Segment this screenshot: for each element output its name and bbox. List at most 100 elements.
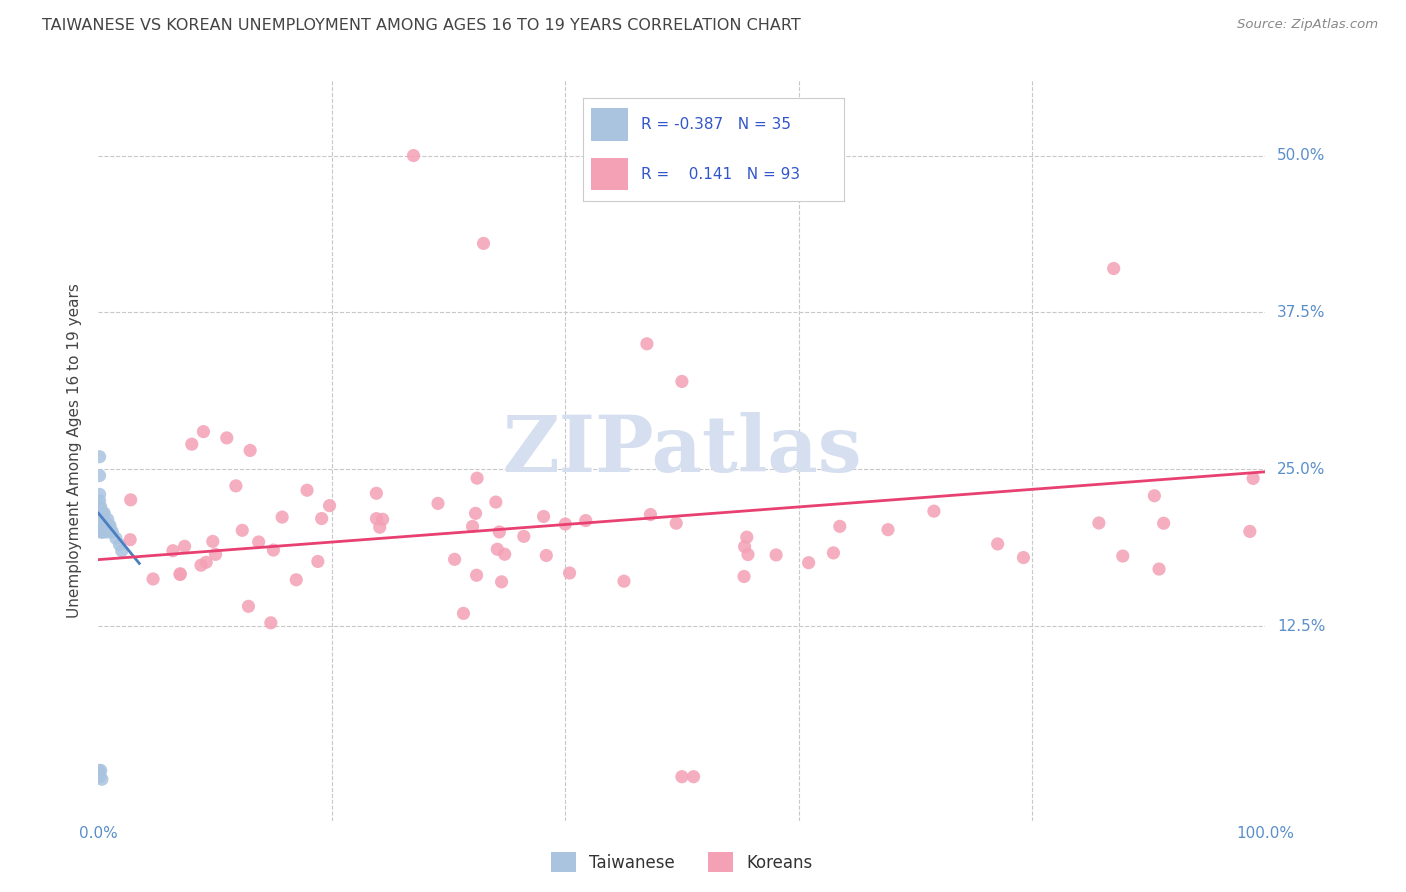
Point (465, 471, 488, 485)
Point (558, 566, 581, 580)
Point (94, 518, 117, 533)
Point (613, 574, 636, 589)
Point (97, 518, 120, 533)
Point (190, 558, 212, 573)
Point (1102, 261, 1125, 276)
Point (142, 572, 165, 586)
Point (1241, 471, 1264, 485)
Point (90, 524, 112, 539)
Point (491, 574, 513, 589)
Point (91, 524, 114, 539)
FancyBboxPatch shape (592, 109, 627, 141)
Point (465, 568, 488, 582)
Point (100, 524, 122, 539)
Point (90, 506, 112, 520)
Point (464, 506, 486, 520)
Point (765, 548, 787, 562)
Point (169, 567, 191, 582)
Point (91, 518, 114, 533)
Point (180, 437, 202, 451)
Point (108, 538, 131, 552)
Point (162, 543, 184, 558)
Text: ZIPatlas: ZIPatlas (502, 412, 862, 489)
Point (120, 533, 142, 547)
Point (486, 542, 509, 557)
Point (1112, 549, 1135, 563)
Point (120, 492, 142, 507)
Point (193, 425, 215, 439)
Point (262, 543, 284, 558)
Point (285, 573, 308, 587)
Point (239, 443, 262, 458)
Point (307, 554, 329, 568)
Point (90, 500, 112, 514)
Point (295, 483, 318, 498)
Point (89, 468, 111, 483)
Point (90, 506, 112, 520)
Point (231, 524, 253, 538)
Point (204, 547, 226, 561)
Point (89, 770, 111, 784)
Point (87, 770, 110, 784)
Point (575, 514, 598, 528)
Point (823, 546, 845, 560)
Point (494, 547, 516, 561)
Point (225, 479, 247, 493)
Text: R =    0.141   N = 93: R = 0.141 N = 93 (641, 167, 800, 182)
Point (101, 524, 124, 539)
Point (215, 431, 238, 445)
Point (443, 552, 465, 566)
Text: R = -0.387   N = 35: R = -0.387 N = 35 (641, 117, 790, 132)
Point (533, 509, 555, 524)
Point (247, 535, 270, 549)
Point (111, 544, 134, 558)
Point (93, 518, 115, 533)
Point (195, 555, 218, 569)
Point (260, 615, 283, 630)
Point (1239, 524, 1261, 539)
Point (271, 510, 294, 524)
Point (922, 504, 945, 518)
Point (90, 518, 112, 533)
Point (640, 508, 662, 522)
Point (89, 493, 111, 508)
Point (201, 534, 224, 549)
Point (90, 772, 112, 787)
Point (89, 518, 111, 533)
Point (311, 511, 333, 525)
Point (93, 506, 115, 520)
Point (89, 500, 111, 514)
Point (366, 486, 388, 500)
Point (671, 770, 693, 784)
Point (90, 512, 112, 526)
Point (734, 540, 756, 554)
Point (1153, 516, 1175, 531)
FancyBboxPatch shape (592, 158, 627, 190)
Text: 37.5%: 37.5% (1277, 305, 1326, 320)
Point (238, 599, 260, 614)
Y-axis label: Unemployment Among Ages 16 to 19 years: Unemployment Among Ages 16 to 19 years (67, 283, 83, 618)
Point (89, 487, 111, 501)
Legend: Taiwanese, Koreans: Taiwanese, Koreans (544, 846, 820, 879)
Point (1143, 489, 1166, 503)
Point (89, 512, 111, 526)
Point (90, 764, 112, 778)
Point (671, 375, 693, 389)
Point (90, 524, 112, 539)
Point (90, 512, 112, 526)
Text: 50.0%: 50.0% (1277, 148, 1326, 163)
Point (735, 530, 758, 544)
Point (98, 518, 121, 533)
Point (89, 506, 111, 520)
Point (90, 518, 112, 533)
Point (366, 511, 388, 525)
Point (368, 520, 391, 534)
Text: Source: ZipAtlas.com: Source: ZipAtlas.com (1237, 18, 1378, 31)
Point (104, 531, 127, 545)
Point (485, 495, 508, 509)
Text: 12.5%: 12.5% (1277, 619, 1326, 633)
Point (797, 556, 820, 570)
Point (91, 512, 114, 526)
Point (97, 512, 120, 526)
Point (488, 524, 510, 539)
